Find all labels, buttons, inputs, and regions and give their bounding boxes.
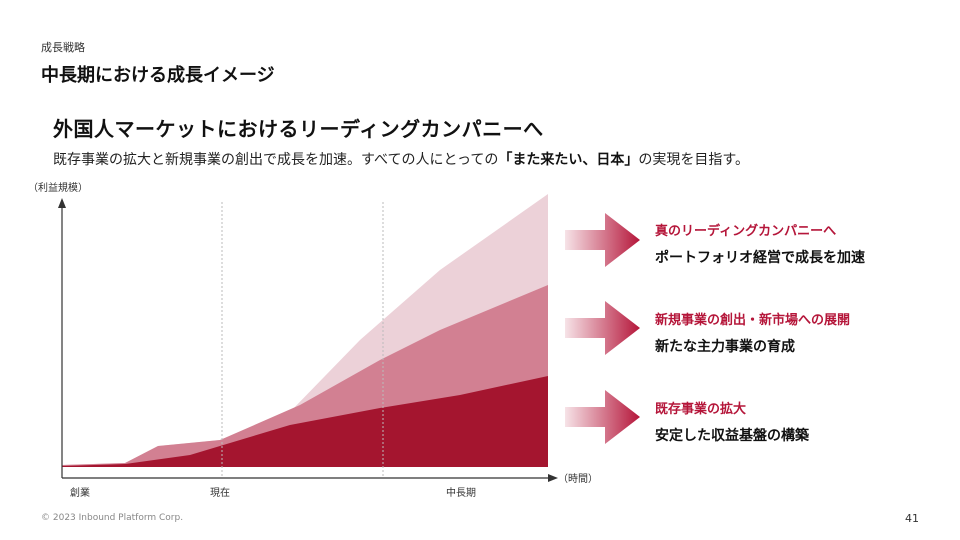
callout-title: 既存事業の拡大 [655,402,747,417]
lead-before: 既存事業の拡大と新規事業の創出で成長を加速。すべての人にとっての [53,152,499,168]
section-eyebrow: 成長戦略 [41,41,85,54]
x-tick-founding: 創業 [70,486,90,499]
headline: 外国人マーケットにおけるリーディングカンパニーへ [53,117,544,141]
arrow-icon-2 [565,301,640,355]
page-number: 41 [905,512,919,525]
lead-emphasis: 「また来たい、日本」 [498,152,639,168]
x-tick-now: 現在 [210,487,230,499]
lead-after: の実現を目指す。 [638,152,749,168]
footer-copyright: © 2023 Inbound Platform Corp. [41,513,184,523]
x-axis-label: （時間） [558,473,598,485]
area-layer-1 [62,376,548,467]
callout-existing-business: 既存事業の拡大 安定した収益基盤の構築 [655,398,809,445]
y-axis-label: （利益規模） [28,181,88,194]
callout-title: 真のリーディングカンパニーへ [655,224,837,239]
callout-leading-company: 真のリーディングカンパニーへ ポートフォリオ経営で成長を加速 [655,220,865,267]
callout-title: 新規事業の創出・新市場への展開 [655,313,851,328]
arrow-icon-3 [565,390,640,444]
callout-subtitle: 新たな主力事業の育成 [655,339,795,355]
lead-text: 既存事業の拡大と新規事業の創出で成長を加速。すべての人にとっての「また来たい、日… [53,149,749,169]
callout-new-business: 新規事業の創出・新市場への展開 新たな主力事業の育成 [655,309,850,356]
callout-subtitle: 安定した収益基盤の構築 [655,428,809,444]
arrow-icon-1 [565,213,640,267]
y-axis-arrow-icon [58,198,66,208]
x-axis-arrow-icon [548,474,558,482]
callout-subtitle: ポートフォリオ経営で成長を加速 [655,250,865,266]
x-tick-midterm: 中長期 [446,486,476,499]
page-title: 中長期における成長イメージ [41,65,275,86]
